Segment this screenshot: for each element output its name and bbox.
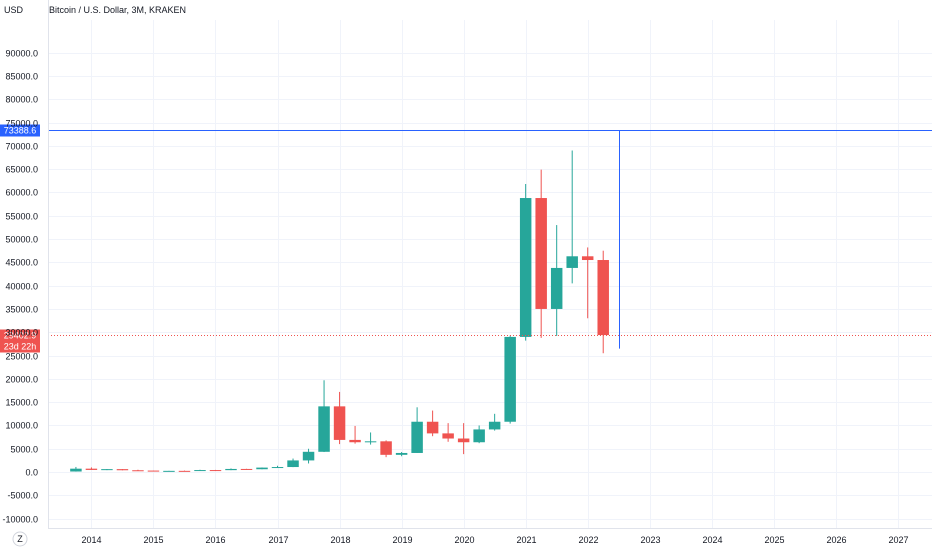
candle-body <box>364 441 377 443</box>
x-tick-label: 2020 <box>454 535 474 545</box>
y-tick-label: 45000.0 <box>5 258 38 268</box>
candle-body <box>566 256 578 268</box>
currency-label: USD <box>4 5 24 15</box>
y-tick-label: 20000.0 <box>5 375 38 385</box>
x-tick-label: 2018 <box>330 535 350 545</box>
y-tick-label: 30000.0 <box>5 328 38 338</box>
y-tick-label: -5000.0 <box>7 491 38 501</box>
candle-body <box>178 470 191 472</box>
chart-title: Bitcoin / U.S. Dollar, 3M, KRAKEN <box>49 5 186 15</box>
x-tick-label: 2015 <box>143 535 163 545</box>
x-tick-label: 2023 <box>640 535 660 545</box>
candle-body <box>132 470 144 472</box>
candle-body <box>194 470 206 472</box>
x-tick-label: 2021 <box>516 535 536 545</box>
candle-body <box>287 460 299 468</box>
y-tick-label: 90000.0 <box>5 49 38 59</box>
candle-body <box>535 198 547 309</box>
y-tick-label: 80000.0 <box>5 95 38 105</box>
y-tick-label: 35000.0 <box>5 305 38 315</box>
candle-body <box>256 467 268 470</box>
candle-body <box>488 421 501 430</box>
x-tick-label: 2022 <box>578 535 598 545</box>
candle-body <box>442 433 454 439</box>
candle-body <box>70 468 82 472</box>
candle-body <box>240 468 253 470</box>
candle-body <box>473 429 485 443</box>
horizontal-line-label: 73388.6 <box>4 126 37 136</box>
y-tick-label: 85000.0 <box>5 72 38 82</box>
candle-body <box>271 467 284 469</box>
last-price-label: 29402.9 <box>4 331 37 341</box>
candle-body <box>101 469 113 471</box>
y-tick-label: 65000.0 <box>5 165 38 175</box>
y-tick-label: 0.0 <box>25 468 38 478</box>
candle-body <box>302 451 315 461</box>
candle-body <box>426 421 439 434</box>
x-tick-label: 2024 <box>702 535 722 545</box>
candle-countdown-label: 23d 22h <box>4 342 37 352</box>
candle-body <box>225 468 237 471</box>
candle-body <box>333 406 346 440</box>
candle-body <box>411 421 423 453</box>
candle-body <box>395 452 408 455</box>
y-tick-label: 25000.0 <box>5 352 38 362</box>
last-price-tag <box>0 329 40 353</box>
timezone-button-label: Z <box>17 534 23 544</box>
y-tick-label: 5000.0 <box>10 445 38 455</box>
candle-body <box>457 438 470 443</box>
candles <box>70 150 609 472</box>
candle-body <box>116 469 129 471</box>
grid <box>48 20 932 528</box>
candle-body <box>209 470 222 472</box>
candle-body <box>349 439 361 443</box>
x-tick-label: 2026 <box>826 535 846 545</box>
candle-body <box>504 336 516 422</box>
x-tick-label: 2014 <box>81 535 101 545</box>
candle-body <box>85 468 98 470</box>
x-tick-label: 2025 <box>764 535 784 545</box>
y-tick-label: 60000.0 <box>5 188 38 198</box>
y-tick-label: 70000.0 <box>5 142 38 152</box>
x-tick-label: 2019 <box>392 535 412 545</box>
x-tick-label: 2017 <box>268 535 288 545</box>
horizontal-line-tag <box>0 124 40 137</box>
x-tick-label: 2027 <box>888 535 908 545</box>
x-tick-label: 2016 <box>205 535 225 545</box>
y-tick-label: -10000.0 <box>2 515 38 525</box>
y-tick-label: 50000.0 <box>5 235 38 245</box>
candle-body <box>380 441 392 455</box>
y-tick-label: 75000.0 <box>5 119 38 129</box>
candle-body <box>550 267 563 309</box>
candle-body <box>581 256 594 261</box>
candle-body <box>519 198 532 337</box>
y-tick-label: 55000.0 <box>5 212 38 222</box>
timezone-button[interactable]: Z <box>12 531 28 547</box>
candle-body <box>147 470 160 472</box>
y-tick-label: 40000.0 <box>5 282 38 292</box>
candle-body <box>597 260 609 336</box>
candle-body <box>318 406 330 452</box>
y-tick-label: 10000.0 <box>5 421 38 431</box>
candle-body <box>163 470 175 472</box>
y-tick-label: 15000.0 <box>5 398 38 408</box>
